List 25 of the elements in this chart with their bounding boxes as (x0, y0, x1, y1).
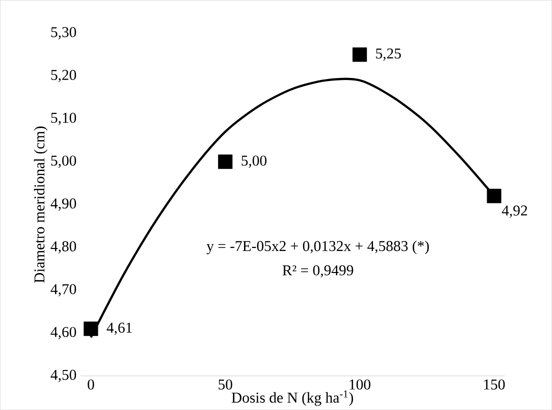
y-tick-label: 4,80 (50, 241, 76, 254)
x-tick-label: 0 (88, 379, 94, 390)
x-tick-label: 50 (218, 379, 232, 390)
point (352, 47, 367, 62)
annotation: R² = 0,9499 (282, 265, 354, 278)
point (218, 154, 232, 169)
y-tick-label: 4,50 (50, 370, 76, 382)
x-axis-title: Dosis de N (kg ha$^{-1}$) (232, 390, 354, 406)
y-axis-title: Diametro meridional (cm) (34, 126, 48, 283)
data-label: 4,61 (106, 322, 132, 335)
data-label: 5,00 (242, 156, 266, 168)
data-label: 4,92 (502, 205, 528, 218)
y-tick-label: 5,30 (51, 26, 76, 40)
point (84, 322, 98, 336)
y-tick-label: 5,00 (51, 156, 76, 168)
data-label: 5,25 (376, 48, 401, 61)
y-tick-label: 4,70 (50, 284, 76, 296)
y-tick-label: 5,20 (51, 70, 76, 82)
y-tick-label: 4,90 (50, 198, 76, 211)
y-tick-label: 5,10 (51, 112, 76, 125)
y-tick-label: 4,60 (50, 326, 76, 340)
annotation: y = -7E-05x2 + 0,0132x + 4,5883 (*) (206, 240, 429, 254)
x-tick-label: 150 (484, 379, 505, 390)
x-tick-label: 100 (350, 379, 370, 390)
point (486, 188, 502, 204)
